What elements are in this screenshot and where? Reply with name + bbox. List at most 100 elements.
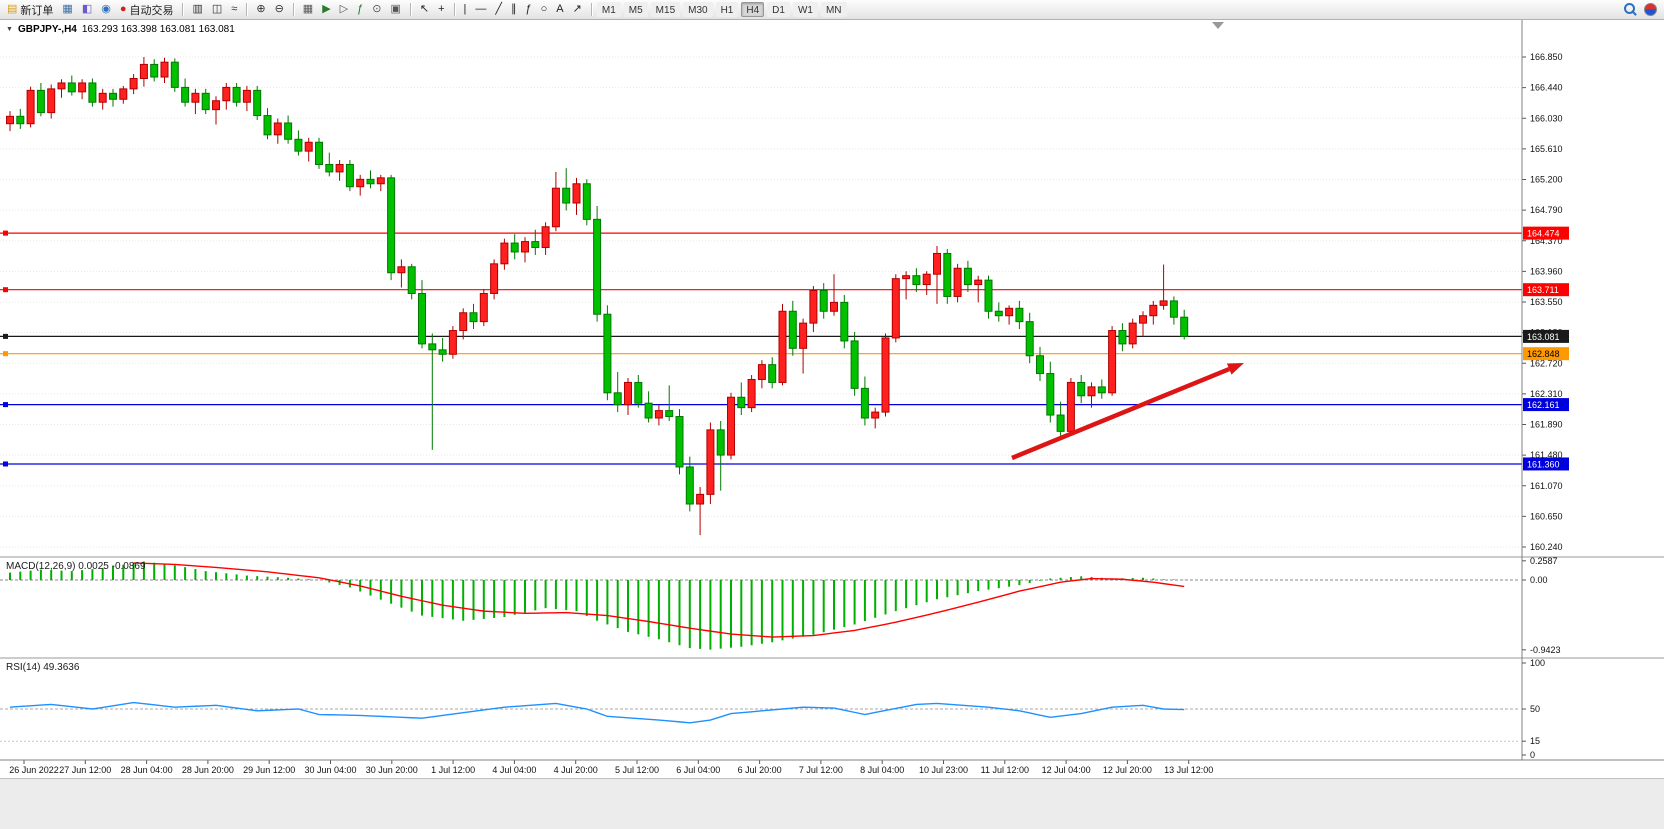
chart-shift-button[interactable]: ▷ [336,1,352,18]
toolbar: ▤ 新订单 ▦ ◧ ◉ ● 自动交易 ▥ ◫ ≈ ⊕ ⊖ ▦ ▶ ▷ ƒ ⊙ ▣ ↖ + | — ╱ ∥ ƒ ○ A ↗ M1 M5 M1… [0,0,1664,20]
auto-scroll-button[interactable]: ▶ [318,1,334,18]
candle [727,396,735,456]
price-badge-label: 164.474 [1527,229,1560,239]
candle [716,429,725,456]
candle [98,92,107,103]
toolbar-separator [453,3,455,16]
candle [654,410,663,419]
timeframe-m5[interactable]: M5 [623,2,648,17]
periods-button[interactable]: ⊙ [368,1,385,18]
new-order-button[interactable]: ▤ 新订单 [3,1,57,18]
price-axis-label: 166.850 [1530,52,1563,62]
line-handle[interactable] [3,230,8,236]
line-handle[interactable] [3,287,8,293]
price-axis-label: 162.310 [1530,389,1563,399]
market-watch-button[interactable]: ◧ [78,1,96,18]
chart-shift-marker[interactable] [1212,22,1224,29]
line-handle[interactable] [3,351,8,357]
trend-arrow[interactable] [1011,363,1244,461]
timeframe-m30[interactable]: M30 [683,2,713,17]
candle [304,141,313,152]
indicators-button[interactable]: ƒ [353,1,367,18]
candle [397,266,406,274]
auto-trading-button[interactable]: ● 自动交易 [116,1,178,18]
fibonacci-button[interactable]: ƒ [522,1,536,18]
search-icon[interactable] [1624,3,1637,16]
cursor-button[interactable]: ↖ [416,1,433,18]
collapse-arrow-icon[interactable]: ▼ [6,26,13,33]
price-axis-label: 161.070 [1530,481,1563,491]
candle [943,252,952,297]
template-icon: ▣ [390,3,401,15]
horizontal-line-button[interactable]: — [471,1,490,18]
candle [1015,307,1024,323]
candle [469,312,478,323]
macd-axis: 0.2587 0.00 -0.9423 [1522,556,1561,655]
timeframe-w1[interactable]: W1 [792,2,818,17]
candle [768,364,777,383]
toolbar-separator [590,3,592,16]
date-axis-label: 28 Jun 04:00 [121,765,173,775]
candle [448,330,457,355]
auto-trading-icon: ● [119,3,127,15]
arrows-button[interactable]: ↗ [569,1,586,18]
candle [26,89,35,125]
zoom-out-button[interactable]: ⊖ [271,1,288,18]
crosshair-button[interactable]: + [434,1,448,18]
vertical-line-button[interactable]: | [460,1,471,18]
timeframe-m1[interactable]: M1 [596,2,621,17]
templates-button[interactable]: ▣ [386,1,404,18]
timeframe-d1[interactable]: D1 [767,2,790,17]
community-logo-icon[interactable] [1644,3,1657,16]
candlestick-chart-button[interactable]: ◫ [208,1,226,18]
date-axis-label: 10 Jul 23:00 [919,765,968,775]
toolbar-separator [292,3,294,16]
timeframe-h1[interactable]: H1 [715,2,739,17]
candle [47,88,56,114]
toolbar-right-group [1624,3,1661,16]
zoom-in-button[interactable]: ⊕ [252,1,269,18]
candle [788,310,797,349]
trendline-button[interactable]: ╱ [491,1,506,18]
candle [933,252,941,275]
candle [830,301,838,312]
charts-window-button[interactable]: ▦ [58,1,76,18]
candle [706,429,715,495]
price-axis-label: 160.240 [1530,542,1563,552]
line-chart-button[interactable]: ≈ [227,1,241,18]
candle [500,242,509,265]
rsi-axis-label: 15 [1530,736,1540,746]
candle [984,279,993,312]
date-axis-label: 12 Jul 04:00 [1042,765,1091,775]
tile-windows-button[interactable]: ▦ [299,1,317,18]
data-window-button[interactable]: ◉ [97,1,115,18]
line-handle[interactable] [3,402,8,408]
timeframe-h4[interactable]: H4 [741,2,765,17]
price-axis-label: 165.200 [1530,175,1563,185]
candle [1159,300,1168,306]
date-axis-label: 13 Jul 12:00 [1164,765,1213,775]
macd-pane-label: MACD(12,26,9) 0.0025 -0.0869 [6,561,146,572]
candle [593,218,602,315]
rsi-pane-label: RSI(14) 49.3636 [6,662,79,673]
candle [438,349,447,355]
timeframe-mn[interactable]: MN [820,2,847,17]
line-handle[interactable] [3,461,8,467]
timeframe-m15[interactable]: M15 [650,2,681,17]
auto-trading-button-label: 自动交易 [129,4,174,17]
text-button[interactable]: A [552,1,567,18]
zoom-in-icon: ⊕ [256,3,266,15]
shapes-button[interactable]: ○ [537,1,552,18]
candle [840,301,849,342]
price-chart-canvas[interactable]: 166.850 166.440 166.030 165.610 165.200 164.7… [0,20,1664,778]
chart-window[interactable]: 166.850 166.440 166.030 165.610 165.200 164.7… [0,20,1664,778]
bar-chart-button[interactable]: ▥ [188,1,206,18]
channel-button[interactable]: ∥ [507,1,521,18]
date-axis-label: 26 Jun 2022 [9,765,59,775]
date-axis-label: 4 Jul 20:00 [554,765,598,775]
candle [191,92,200,103]
line-handle[interactable] [3,333,8,339]
candle [685,466,694,505]
candle [16,115,25,125]
price-axis-label: 164.370 [1530,236,1563,246]
